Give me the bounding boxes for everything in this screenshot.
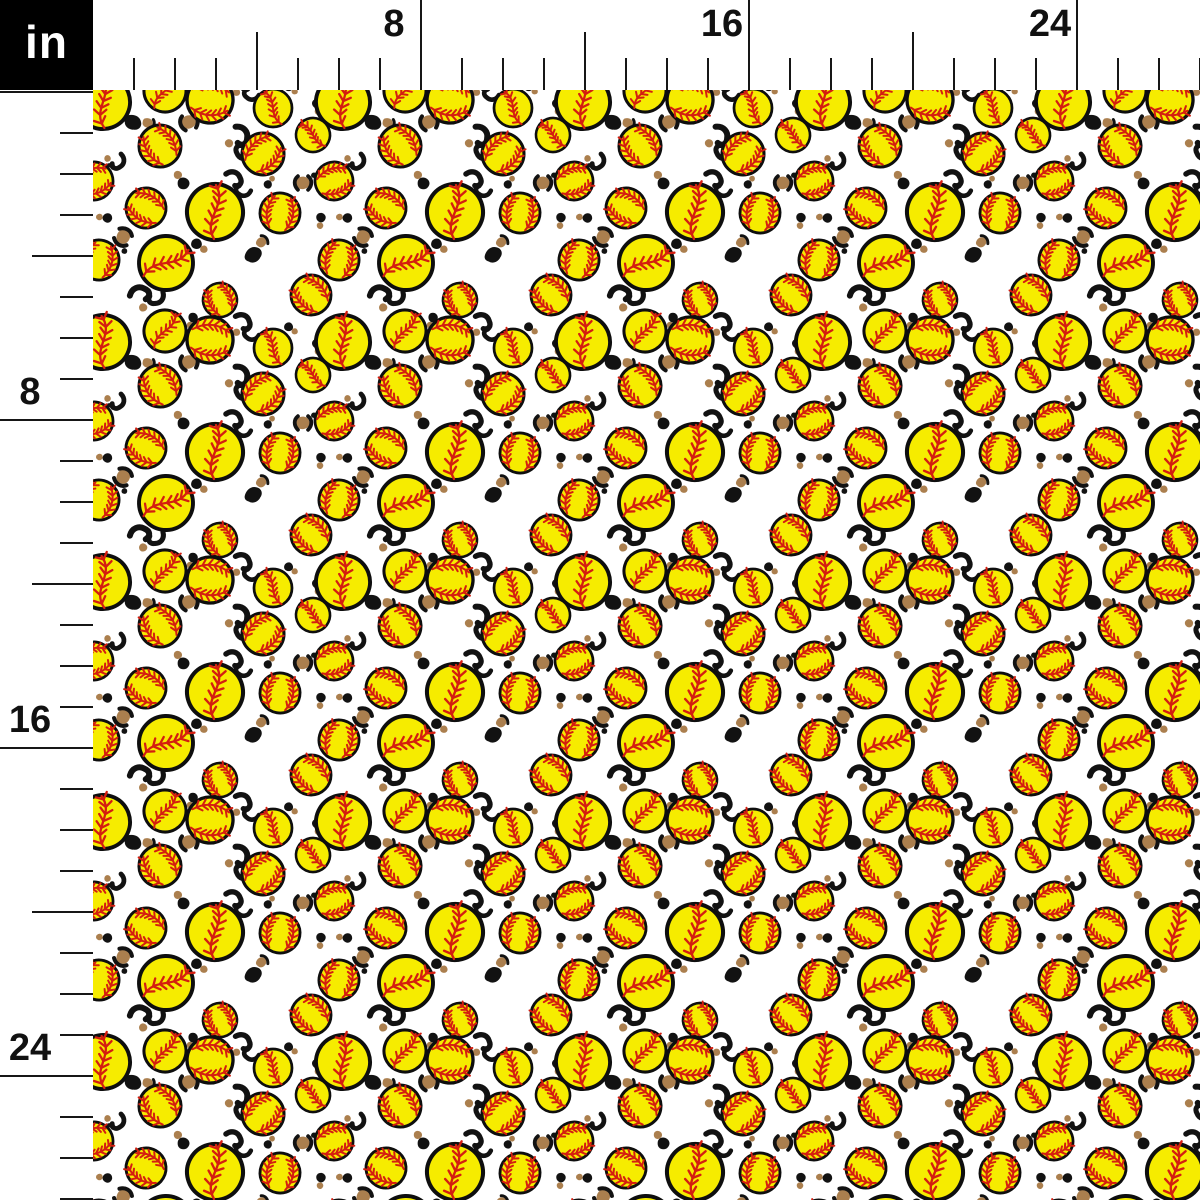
- swatch-pattern-fill: [93, 90, 1200, 1200]
- top-ruler: 8 16 24: [133, 0, 1200, 90]
- left-ruler: 8 16 24: [0, 91, 93, 1200]
- svg-text:8: 8: [383, 3, 404, 45]
- svg-text:24: 24: [9, 1027, 51, 1069]
- svg-text:24: 24: [1029, 3, 1071, 45]
- pattern-swatch: [93, 90, 1200, 1200]
- svg-text:16: 16: [701, 3, 743, 45]
- svg-text:16: 16: [9, 699, 51, 741]
- unit-badge: in: [0, 0, 93, 90]
- unit-label: in: [25, 16, 68, 68]
- svg-text:8: 8: [19, 371, 40, 413]
